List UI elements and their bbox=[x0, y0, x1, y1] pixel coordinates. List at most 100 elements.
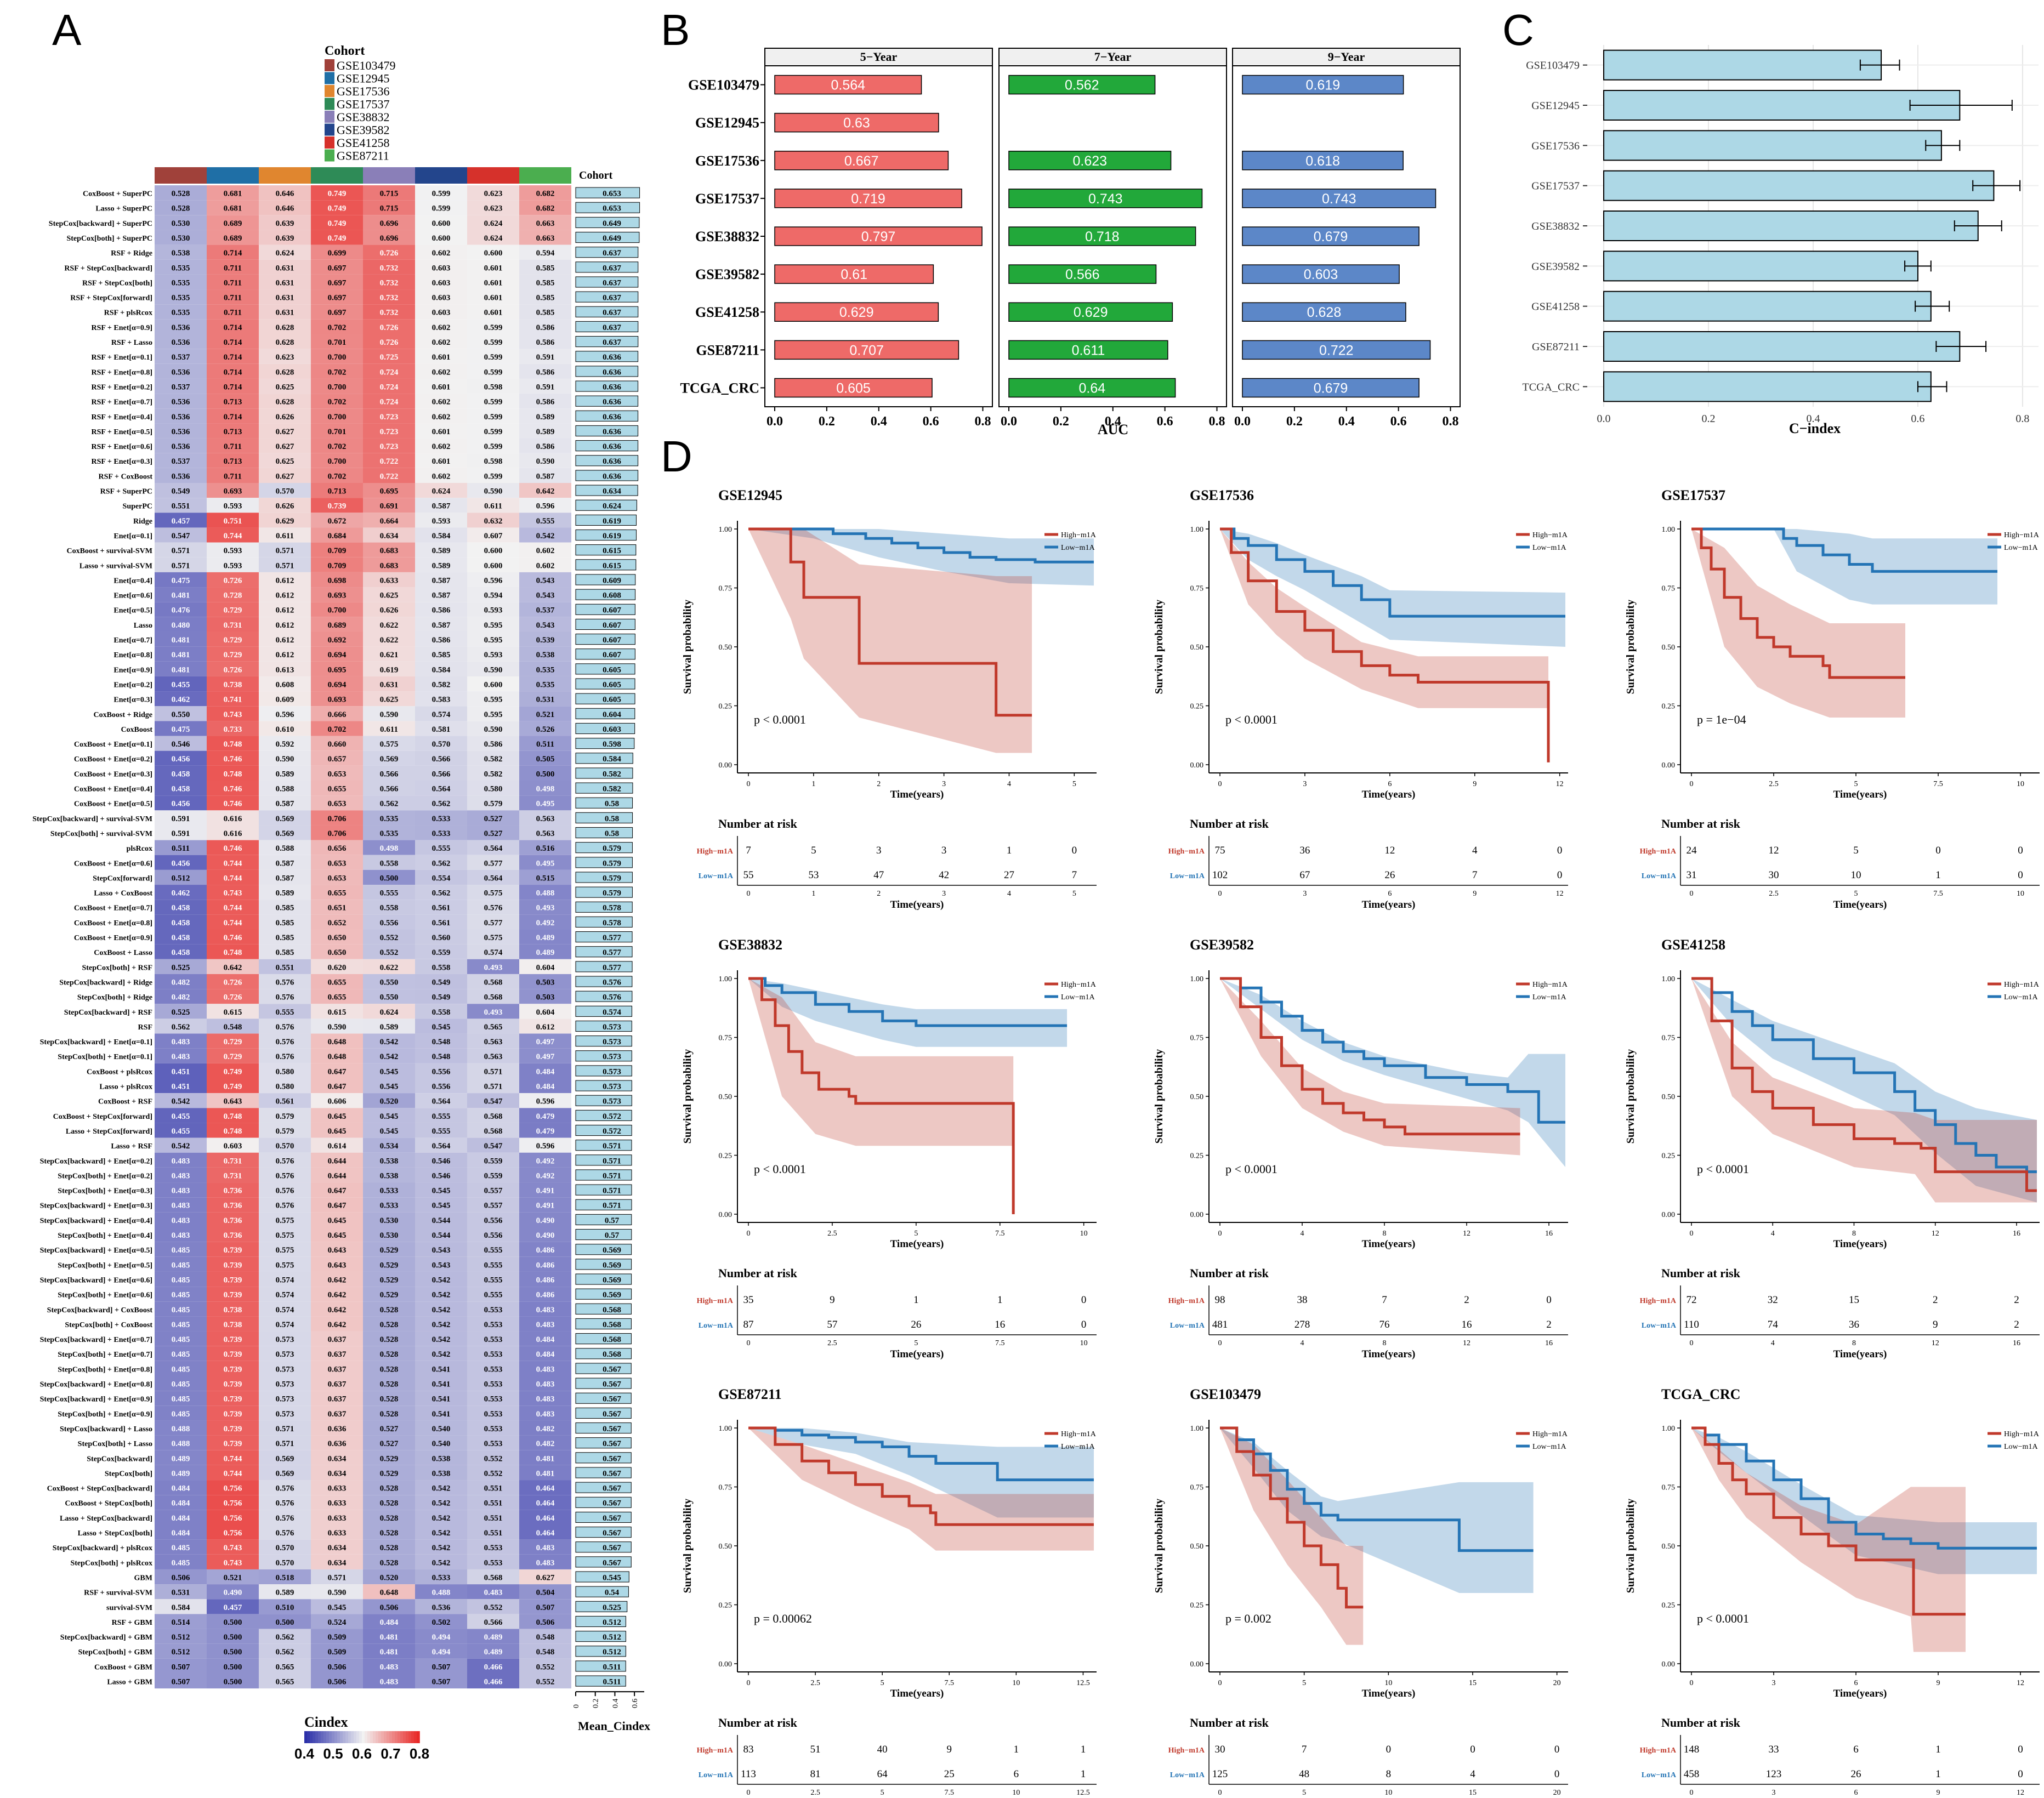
heatmap-cell-value: 0.660 bbox=[328, 740, 347, 749]
mean-cindex-bar bbox=[575, 842, 633, 854]
heatmap-cell-value: 0.702 bbox=[328, 398, 347, 407]
heatmap-cell-value: 0.739 bbox=[224, 1246, 242, 1255]
mean-cindex-value: 0.567 bbox=[603, 1484, 621, 1493]
heatmap-cell-value: 0.606 bbox=[328, 1097, 347, 1106]
heatmap-cell-value: 0.552 bbox=[380, 948, 399, 957]
km-risk-x-tick-label: 10 bbox=[1384, 1789, 1392, 1797]
heatmap-cell bbox=[415, 736, 467, 751]
heatmap-cell-value: 0.601 bbox=[484, 309, 503, 317]
km-risk-x-tick-label: 12.5 bbox=[1076, 1789, 1090, 1797]
heatmap-cell-value: 0.500 bbox=[224, 1648, 242, 1657]
heatmap-cell bbox=[259, 721, 311, 736]
heatmap-cell bbox=[311, 1167, 363, 1183]
heatmap-cell-value: 0.636 bbox=[328, 1439, 347, 1448]
heatmap-cell bbox=[311, 691, 363, 707]
heatmap-cell-value: 0.490 bbox=[224, 1589, 242, 1597]
mean-cindex-value: 0.608 bbox=[603, 591, 621, 600]
heatmap-cell-value: 0.555 bbox=[432, 844, 451, 853]
cindex-category-label: TCGA_CRC bbox=[1523, 381, 1580, 393]
heatmap-cell-value: 0.531 bbox=[536, 696, 555, 704]
km-risk-group-low: Low−m1A bbox=[1642, 1771, 1677, 1779]
heatmap-cell bbox=[311, 1197, 363, 1213]
heatmap-cell-value: 0.593 bbox=[224, 561, 242, 570]
heatmap-cell-value: 0.589 bbox=[432, 561, 451, 570]
heatmap-cell-value: 0.586 bbox=[536, 398, 555, 407]
heatmap-cell-value: 0.536 bbox=[172, 413, 190, 422]
heatmap-cell bbox=[467, 259, 519, 275]
auc-bar-label: 0.719 bbox=[851, 191, 885, 207]
km-risk-title: Number at risk bbox=[718, 817, 798, 830]
heatmap-cell bbox=[415, 1108, 467, 1123]
heatmap-cell bbox=[259, 1108, 311, 1123]
heatmap-cell-value: 0.542 bbox=[432, 1484, 451, 1493]
heatmap-cell bbox=[467, 706, 519, 721]
heatmap-cell-value: 0.537 bbox=[172, 383, 190, 391]
heatmap-cell-value: 0.600 bbox=[432, 219, 451, 228]
heatmap-cell bbox=[259, 468, 311, 483]
heatmap-cell-value: 0.739 bbox=[224, 1261, 242, 1270]
heatmap-cell bbox=[259, 1197, 311, 1213]
heatmap-cell-value: 0.585 bbox=[432, 651, 451, 659]
heatmap-cell-value: 0.608 bbox=[276, 680, 294, 689]
heatmap-cell bbox=[311, 304, 363, 320]
mean-cindex-value: 0.649 bbox=[603, 234, 621, 243]
mean-cindex-value: 0.579 bbox=[603, 844, 621, 853]
colorbar-segment bbox=[326, 1731, 330, 1743]
heatmap-cell-value: 0.482 bbox=[536, 1439, 555, 1448]
heatmap-cell bbox=[519, 230, 571, 245]
km-risk-title: Number at risk bbox=[1661, 1266, 1741, 1280]
cohort-legend-swatch bbox=[325, 149, 334, 162]
heatmap-cell bbox=[311, 885, 363, 900]
km-risk-count-low: 4 bbox=[1470, 1768, 1475, 1780]
heatmap-cell bbox=[363, 378, 415, 394]
heatmap-cell-value: 0.637 bbox=[328, 1365, 347, 1374]
heatmap-cell-value: 0.575 bbox=[380, 740, 399, 749]
km-x-tick-label: 12 bbox=[1932, 1230, 1939, 1238]
mean-cindex-bar bbox=[575, 217, 640, 228]
heatmap-cell-value: 0.749 bbox=[224, 1083, 242, 1091]
km-risk-group-low: Low−m1A bbox=[1170, 872, 1205, 880]
km-risk-count-low: 16 bbox=[995, 1319, 1005, 1330]
heatmap-cell-value: 0.566 bbox=[432, 770, 451, 778]
auc-x-tick-label: 0.0 bbox=[1234, 414, 1251, 429]
heatmap-cell-value: 0.601 bbox=[484, 278, 503, 287]
heatmap-row-label: RSF + Enet[α=0.3] bbox=[91, 458, 152, 466]
heatmap-cell bbox=[467, 1167, 519, 1183]
heatmap-cell-value: 0.536 bbox=[172, 428, 190, 436]
mean-cindex-bar bbox=[575, 916, 633, 928]
heatmap-cell bbox=[311, 1019, 363, 1034]
km-legend-label-high: High−m1A bbox=[1061, 531, 1097, 539]
km-risk-count-low: 47 bbox=[873, 869, 884, 881]
heatmap-cell bbox=[467, 959, 519, 974]
km-risk-count-low: 53 bbox=[808, 869, 819, 881]
heatmap-cell-value: 0.692 bbox=[328, 636, 347, 645]
auc-bar-label: 0.566 bbox=[1065, 267, 1100, 282]
km-risk-count-low: 7 bbox=[1072, 869, 1077, 881]
heatmap-cell bbox=[259, 869, 311, 885]
heatmap-cell-value: 0.500 bbox=[224, 1633, 242, 1642]
heatmap-cell-value: 0.571 bbox=[484, 1083, 503, 1091]
heatmap-cell bbox=[207, 423, 259, 439]
colorbar-tick-label: 0.6 bbox=[352, 1745, 372, 1762]
heatmap-cell-value: 0.698 bbox=[328, 576, 347, 585]
heatmap-cell-value: 0.581 bbox=[432, 725, 451, 734]
heatmap-cell-value: 0.574 bbox=[276, 1321, 294, 1329]
km-risk-x-tick-label: 4 bbox=[1771, 1339, 1775, 1347]
mean-cindex-value: 0.568 bbox=[603, 1350, 621, 1359]
km-risk-x-tick-label: 7.5 bbox=[1933, 890, 1943, 898]
heatmap-cell-value: 0.602 bbox=[536, 547, 555, 555]
mean-cindex-value: 0.619 bbox=[603, 517, 621, 526]
mean-cindex-bar bbox=[575, 961, 633, 972]
heatmap-cell-value: 0.528 bbox=[380, 1306, 399, 1315]
colorbar-segment bbox=[345, 1731, 349, 1743]
heatmap-cell bbox=[207, 1123, 259, 1138]
heatmap-cell bbox=[519, 765, 571, 781]
km-y-tick-label: 1.00 bbox=[1662, 526, 1676, 534]
heatmap-cell-value: 0.610 bbox=[276, 725, 294, 734]
heatmap-cell-value: 0.481 bbox=[536, 1469, 555, 1478]
km-risk-x-tick-label: 5 bbox=[1854, 890, 1858, 898]
mean-cindex-bar bbox=[575, 1199, 632, 1210]
cohort-legend-label: GSE41258 bbox=[337, 136, 390, 150]
km-risk-count-high: 75 bbox=[1215, 845, 1225, 856]
km-legend-label-low: Low−m1A bbox=[1061, 993, 1095, 1002]
